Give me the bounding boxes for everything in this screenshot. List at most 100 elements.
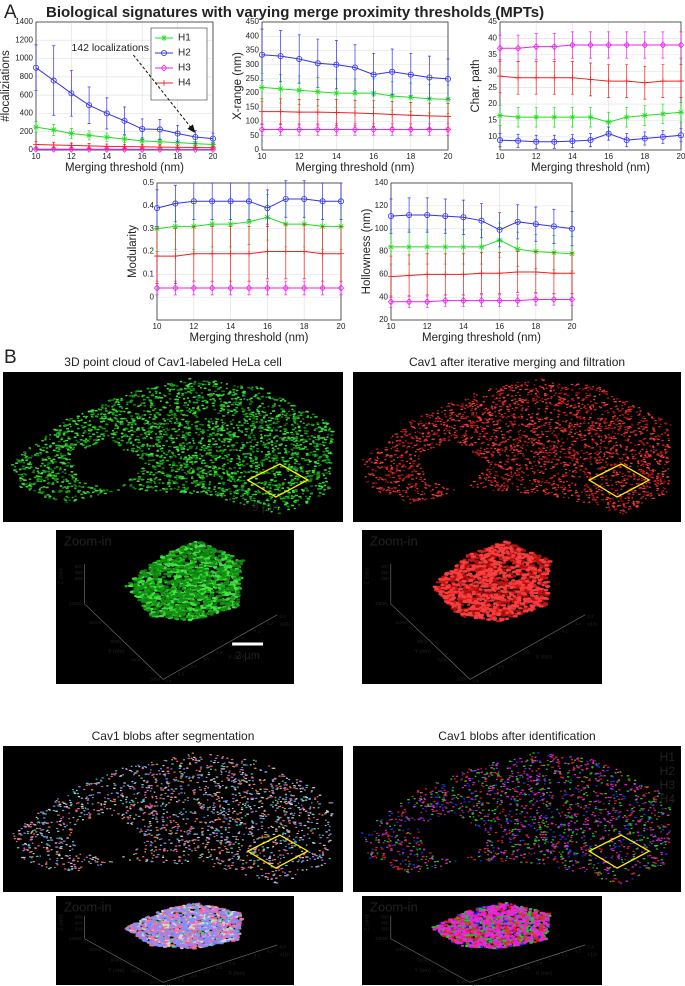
marker: [277, 85, 284, 92]
marker: [406, 272, 413, 279]
marker: [424, 243, 431, 250]
marker: [301, 248, 308, 255]
x-tick-label: 20: [677, 152, 685, 161]
axis-label: Y (nm): [108, 968, 125, 974]
point-cloud: [432, 540, 553, 622]
legend-label: H4: [660, 792, 676, 806]
marker: [174, 144, 181, 151]
marker: [139, 145, 146, 153]
axis-tick-label: 9000: [417, 639, 428, 644]
axis-label: Y (nm): [414, 649, 431, 655]
y-tick-label: 0.5: [143, 178, 155, 187]
y-tick-label: 300: [246, 60, 260, 69]
zoom-panel: Zoom-in 13000 11000 9000 7000 5000 3.4 3.5 3.6 3.…: [362, 530, 602, 684]
zoom-panel: Zoom-in 13000 11000 9000 7000 5000 3.4 3.5 3.6 3.…: [56, 896, 294, 986]
point-cloud: [16, 754, 332, 884]
marker: [103, 110, 110, 117]
x-tick-label: 16: [263, 322, 272, 331]
panel-title: 3D point cloud of Cav1-labeled HeLa cell: [64, 355, 281, 369]
axis-tick-label: 13000: [69, 936, 82, 941]
zoom-label: Zoom-in: [370, 899, 418, 914]
y-axis-label: #localiziations: [0, 50, 12, 122]
marker: [496, 44, 504, 52]
marker: [551, 114, 558, 121]
marker: [641, 79, 648, 86]
marker: [121, 117, 128, 124]
marker: [442, 271, 449, 278]
annotation: 142 localizations: [71, 42, 149, 54]
marker: [139, 143, 146, 150]
axis-tick-label: 600: [381, 564, 389, 569]
axis-tick-label: 5000: [457, 677, 468, 682]
marker: [514, 269, 521, 276]
marker: [190, 250, 197, 257]
marker: [514, 246, 521, 253]
y-tick-label: 20: [379, 315, 388, 324]
marker: [426, 112, 433, 119]
axis-exponent: ×10⁴: [279, 952, 290, 958]
marker: [677, 41, 685, 49]
marker: [497, 73, 503, 80]
y-tick-label: 20: [488, 99, 497, 108]
legend-label: H1: [660, 750, 676, 764]
y-tick-label: 100: [375, 224, 389, 233]
marker: [246, 198, 253, 205]
axis-tick-label: 4.3: [587, 614, 594, 619]
marker: [296, 125, 303, 134]
axis-tick-label: 13000: [69, 601, 82, 606]
marker: [389, 92, 396, 99]
axis-tick-label: 3.7: [203, 969, 210, 974]
axis-label: Z (nm): [364, 914, 370, 930]
series-line: [261, 54, 449, 80]
point-cloud: [14, 380, 334, 515]
marker: [190, 198, 197, 205]
scale-bar-label: 9 µm: [252, 500, 279, 514]
x-tick-label: 12: [423, 322, 432, 331]
marker: [209, 284, 216, 292]
marker: [139, 137, 146, 144]
x-tick-label: 10: [387, 322, 396, 331]
marker: [569, 270, 575, 277]
x-tick-label: 14: [332, 152, 341, 161]
chart: 0 200 400 600 800 1000 1200 1400 10 12 14 16 18 20 Mer…: [0, 17, 218, 174]
axis-tick-label: 4: [549, 957, 552, 962]
marker: [442, 213, 449, 220]
marker: [227, 221, 234, 228]
point-cloud: [363, 379, 672, 514]
axis-tick-label: 3.9: [536, 643, 543, 648]
axis-tick-label: 400: [75, 570, 83, 575]
x-axis-label: Merging threshold (nm): [531, 162, 650, 174]
marker: [314, 125, 321, 134]
marker: [678, 132, 685, 139]
y-axis-label: Hollowness (nm): [361, 209, 373, 295]
marker: [569, 114, 576, 121]
axis-tick-label: 13000: [375, 936, 388, 941]
image-panel: 3D point cloud of Cav1-labeled HeLa cell…: [3, 355, 343, 522]
marker: [85, 145, 93, 153]
axis-tick-label: 4: [549, 635, 552, 640]
series-line: [499, 133, 682, 143]
marker: [333, 61, 340, 68]
axis-tick-label: 3.9: [229, 961, 236, 966]
figure-title: Biological signatures with varying merge…: [46, 4, 544, 21]
marker: [442, 243, 449, 250]
marker: [33, 64, 40, 71]
y-axis-label: Modularity: [127, 225, 139, 278]
axis-label: Y (nm): [108, 649, 125, 655]
marker: [296, 87, 303, 94]
axis-line: [390, 563, 586, 680]
marker: [515, 114, 522, 121]
axis-tick-label: 4.2: [574, 948, 581, 953]
axis-tick-label: 200: [75, 576, 83, 581]
marker: [282, 196, 289, 202]
marker: [678, 78, 684, 85]
marker: [478, 243, 485, 250]
axis-tick-label: 600: [75, 564, 83, 569]
panel-title: Cav1 blobs after segmentation: [92, 729, 255, 743]
marker: [605, 119, 612, 126]
y-tick-label: 40: [379, 292, 388, 301]
marker: [333, 109, 340, 116]
marker: [209, 198, 216, 205]
marker: [445, 75, 452, 82]
axis-label: X (nm): [536, 654, 553, 660]
